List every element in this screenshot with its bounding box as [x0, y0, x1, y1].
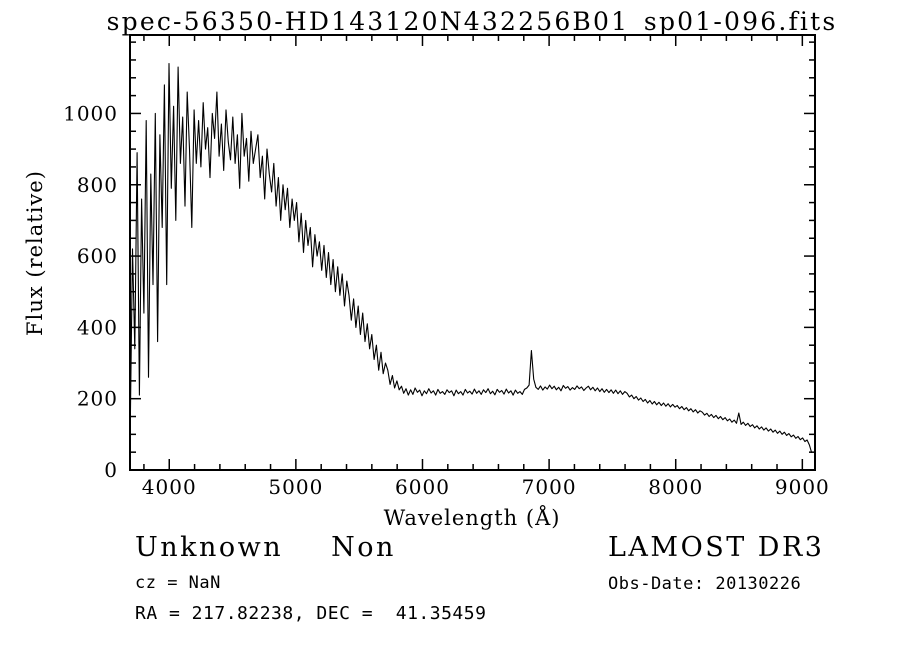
axis-ticks [130, 35, 815, 471]
classification-line: Unknown Non [135, 532, 396, 563]
subclass-label: Non [331, 532, 396, 563]
cz-value: cz = NaN [135, 573, 221, 593]
x-tick-label: 6000 [395, 475, 450, 499]
y-tick-label: 800 [77, 173, 118, 197]
x-axis-label: Wavelength (Å) [384, 505, 561, 530]
axis-tick-labels: 4000 5000 6000 7000 8000 9000 0 200 400 600 800 100… [63, 101, 830, 499]
y-tick-label: 600 [77, 244, 118, 268]
ra-dec-coordinates: RA = 217.82238, DEC = 41.35459 [135, 603, 487, 624]
class-label: Unknown [135, 532, 284, 563]
x-tick-label: 5000 [268, 475, 323, 499]
y-tick-label: 1000 [63, 101, 118, 125]
obs-date: Obs-Date: 20130226 [608, 574, 802, 594]
spectrum-line [129, 62, 813, 454]
plot-frame [129, 34, 816, 471]
chart-title: spec-56350-HD143120N432256B01_sp01-096.f… [107, 7, 838, 36]
y-tick-label: 200 [77, 387, 118, 411]
x-tick-label: 7000 [522, 475, 577, 499]
x-tick-label: 9000 [775, 475, 830, 499]
y-tick-label: 0 [104, 458, 118, 482]
x-tick-label: 4000 [142, 475, 197, 499]
y-axis-label: Flux (relative) [23, 170, 47, 336]
survey-label: LAMOST DR3 [608, 532, 825, 563]
y-tick-label: 400 [77, 315, 118, 339]
x-tick-label: 8000 [648, 475, 703, 499]
